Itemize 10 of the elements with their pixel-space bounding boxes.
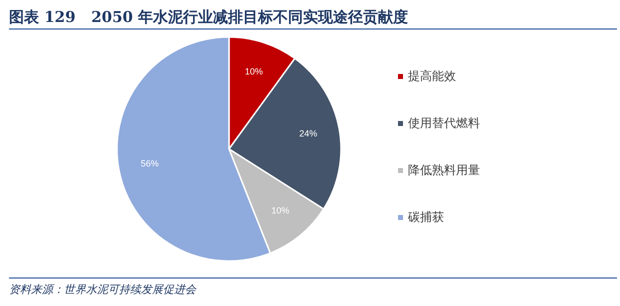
legend-label: 碳捕获 [407, 210, 444, 224]
text: 资料来源：世界水泥可持续发展促进会 [9, 283, 197, 296]
data-label: 10% [244, 66, 263, 77]
data-label: 10% [271, 206, 290, 216]
chart-title: 图表 129 2050 年水泥行业减排目标不同实现途径贡献度 [9, 8, 408, 26]
data-label: 24% [299, 128, 318, 138]
legend-label: 提高能效 [408, 69, 456, 84]
data-label: 56% [140, 158, 159, 168]
legend-label: 使用替代燃料 [408, 116, 480, 130]
legend-label: 降低熟料用量 [408, 163, 480, 178]
